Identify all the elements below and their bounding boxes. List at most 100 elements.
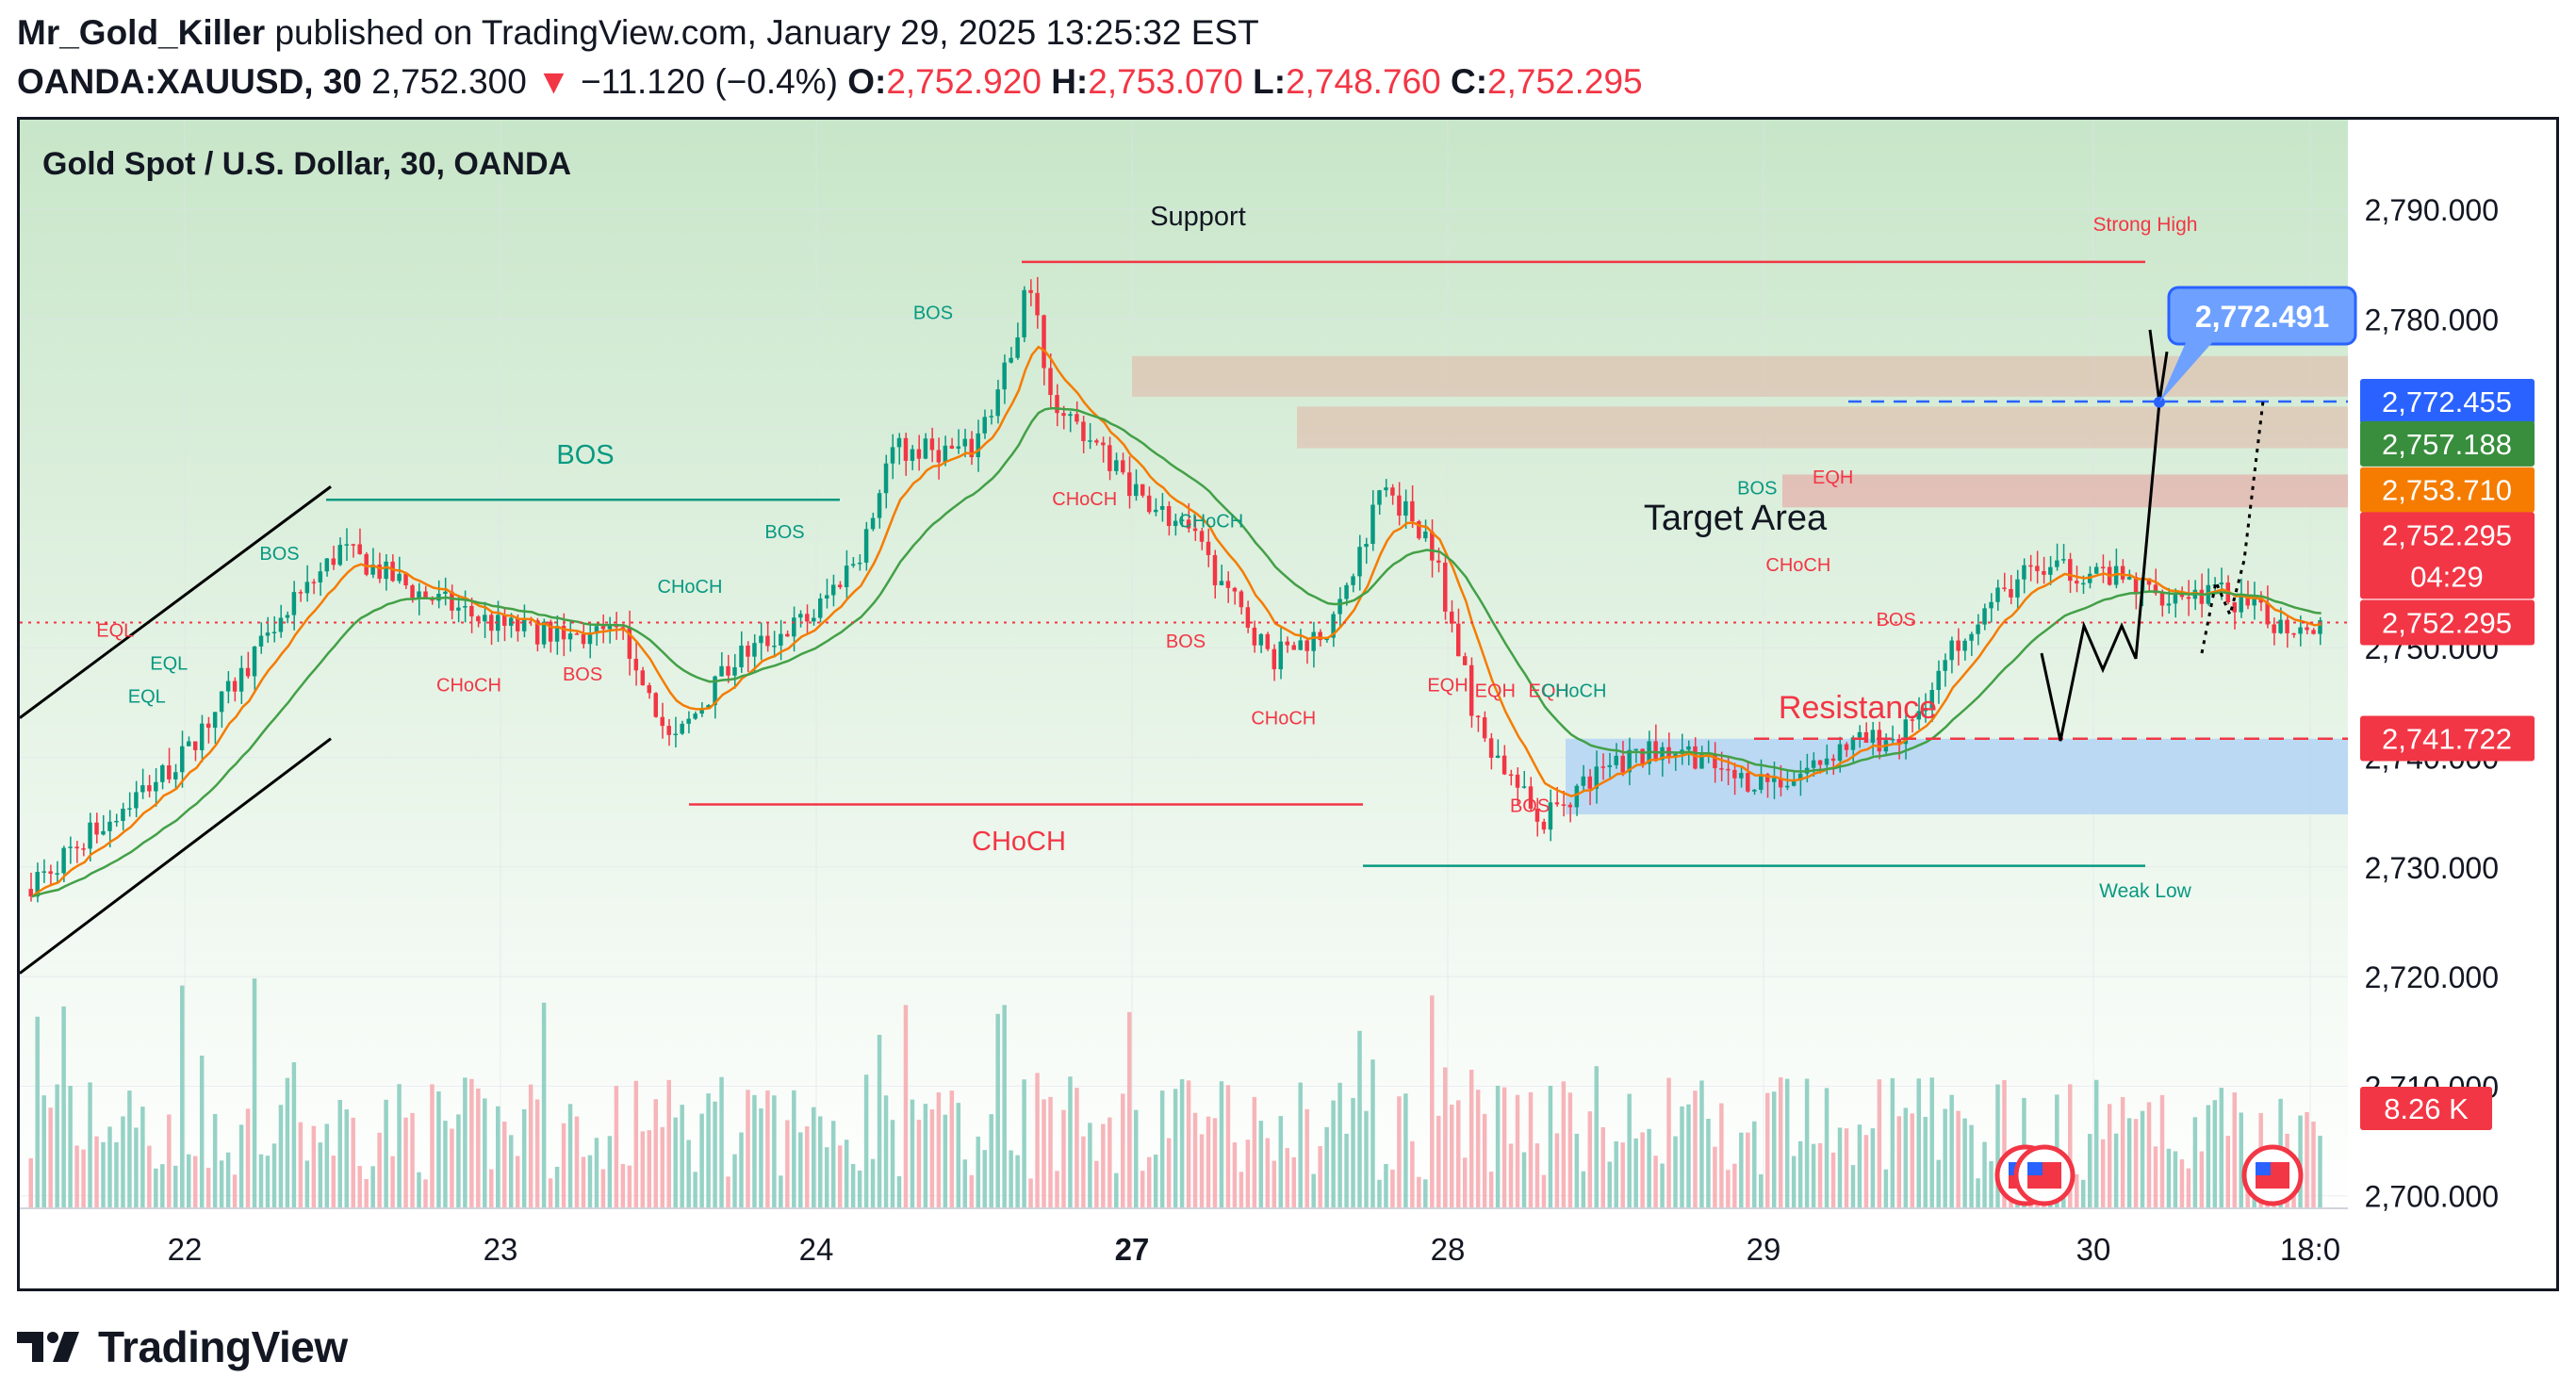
candle-body <box>245 667 251 677</box>
candle-body <box>1344 584 1349 599</box>
volume-bar <box>1713 1146 1717 1208</box>
candle-body <box>1015 336 1020 358</box>
structure-label: EQH <box>1529 681 1569 702</box>
volume-bar <box>989 1114 993 1208</box>
chart-frame[interactable]: Support Strong High Weak Low Resistance Targ… <box>17 117 2559 1291</box>
candle-body <box>219 691 224 713</box>
candle-body <box>1364 544 1369 548</box>
symbol-label[interactable]: OANDA:XAUUSD, 30 <box>17 62 362 101</box>
price-tag-text: 2,752.295 <box>2382 518 2512 551</box>
candle-body <box>805 614 810 622</box>
volume-bar <box>792 1090 796 1208</box>
volume-bar <box>1410 1140 1415 1208</box>
candle-body <box>1534 808 1540 822</box>
volume-bar <box>2153 1146 2158 1208</box>
candle-body <box>633 658 639 671</box>
volume-bar <box>929 1109 935 1208</box>
candle-body <box>541 621 547 645</box>
volume-bar <box>370 1166 375 1208</box>
candle-body <box>785 633 790 637</box>
time-tick-label: 28 <box>1431 1232 1466 1267</box>
volume-bar <box>1534 1143 1540 1208</box>
volume-bar <box>607 1136 613 1208</box>
volume-bar <box>627 1165 632 1208</box>
volume-bar <box>1357 1030 1362 1208</box>
volume-bar <box>1896 1116 1902 1208</box>
volume-bar <box>515 1156 520 1208</box>
volume-bar <box>489 1169 494 1208</box>
volume-bar <box>160 1164 165 1208</box>
candle-body <box>1995 587 2000 602</box>
candle-body <box>450 591 454 611</box>
volume-bar <box>969 1174 974 1208</box>
candle-body <box>173 772 178 779</box>
structure-label: BOS <box>1166 631 1206 652</box>
volume-bar <box>1581 1171 1586 1208</box>
candle-body <box>2093 566 2099 574</box>
candle-body <box>1423 531 1428 539</box>
volume-bar <box>1620 1142 1625 1208</box>
price-axis[interactable]: 2,790.0002,780.0002,770.0002,760.0002,75… <box>2365 193 2499 1214</box>
volume-bar <box>1883 1169 1889 1208</box>
candle-body <box>1159 506 1165 510</box>
volume-bar <box>2239 1112 2243 1208</box>
candle-body <box>1468 664 1474 716</box>
candle-body <box>1962 640 1967 651</box>
volume-bar <box>101 1141 106 1208</box>
volume-bar <box>594 1138 599 1208</box>
candle-body <box>2186 597 2191 599</box>
volume-bar <box>88 1082 92 1208</box>
volume-bar <box>2159 1094 2165 1208</box>
candle-body <box>1219 581 1224 585</box>
volume-bar <box>2126 1118 2132 1208</box>
volume-bar <box>48 1107 53 1208</box>
candle-body <box>1837 744 1843 762</box>
volume-bar <box>1949 1094 1954 1208</box>
price-chart[interactable]: Support Strong High Weak Low Resistance Targ… <box>20 120 2556 1288</box>
candle-body <box>1653 741 1658 761</box>
candle-body <box>88 822 92 849</box>
volume-bar <box>1614 1140 1618 1208</box>
candle-body <box>508 617 514 626</box>
volume-bar <box>238 1124 244 1208</box>
candle-body <box>1732 769 1737 779</box>
author-name[interactable]: Mr_Gold_Killer <box>17 13 266 52</box>
candle-body <box>423 591 428 599</box>
volume-bar <box>759 1107 763 1208</box>
tradingview-footer[interactable]: TradingView <box>17 1314 348 1380</box>
candle-body <box>1140 484 1145 496</box>
candle-body <box>2278 619 2283 633</box>
volume-bar <box>1995 1084 2000 1208</box>
event-icons[interactable] <box>1994 1144 2304 1206</box>
volume-bar <box>502 1122 507 1208</box>
candle-body <box>1179 519 1185 521</box>
candle-body <box>2232 602 2237 613</box>
volume-bar <box>430 1084 435 1208</box>
candle-body <box>397 573 402 582</box>
candle-body <box>278 617 284 632</box>
volume-bar <box>180 985 185 1208</box>
candle-body <box>574 633 580 635</box>
volume-bar <box>1850 1165 1856 1208</box>
volume-bar <box>1311 1173 1316 1208</box>
volume-bar <box>2192 1117 2198 1208</box>
volume-bar <box>1127 1011 1132 1208</box>
volume-bar <box>1797 1140 1803 1208</box>
volume-bar <box>1653 1156 1658 1208</box>
volume-bar <box>1245 1140 1251 1208</box>
candle-body <box>916 449 922 459</box>
high-label: H: <box>1051 62 1089 101</box>
volume-bar <box>2311 1121 2316 1208</box>
candle-body <box>489 615 494 631</box>
volume-bar <box>949 1091 955 1208</box>
candle-body <box>706 705 711 709</box>
volume-bar <box>910 1099 915 1208</box>
time-axis[interactable]: 22 23 24 27 28 29 30 18:0 <box>20 1207 2348 1267</box>
candle-body <box>666 726 671 735</box>
structure-label: BOS <box>1510 796 1550 817</box>
candle-body <box>1134 484 1139 497</box>
volume-bar <box>812 1107 816 1208</box>
price-tag-text: 2,753.710 <box>2382 474 2512 507</box>
volume-bar <box>81 1149 86 1208</box>
volume-bar <box>916 1120 922 1208</box>
